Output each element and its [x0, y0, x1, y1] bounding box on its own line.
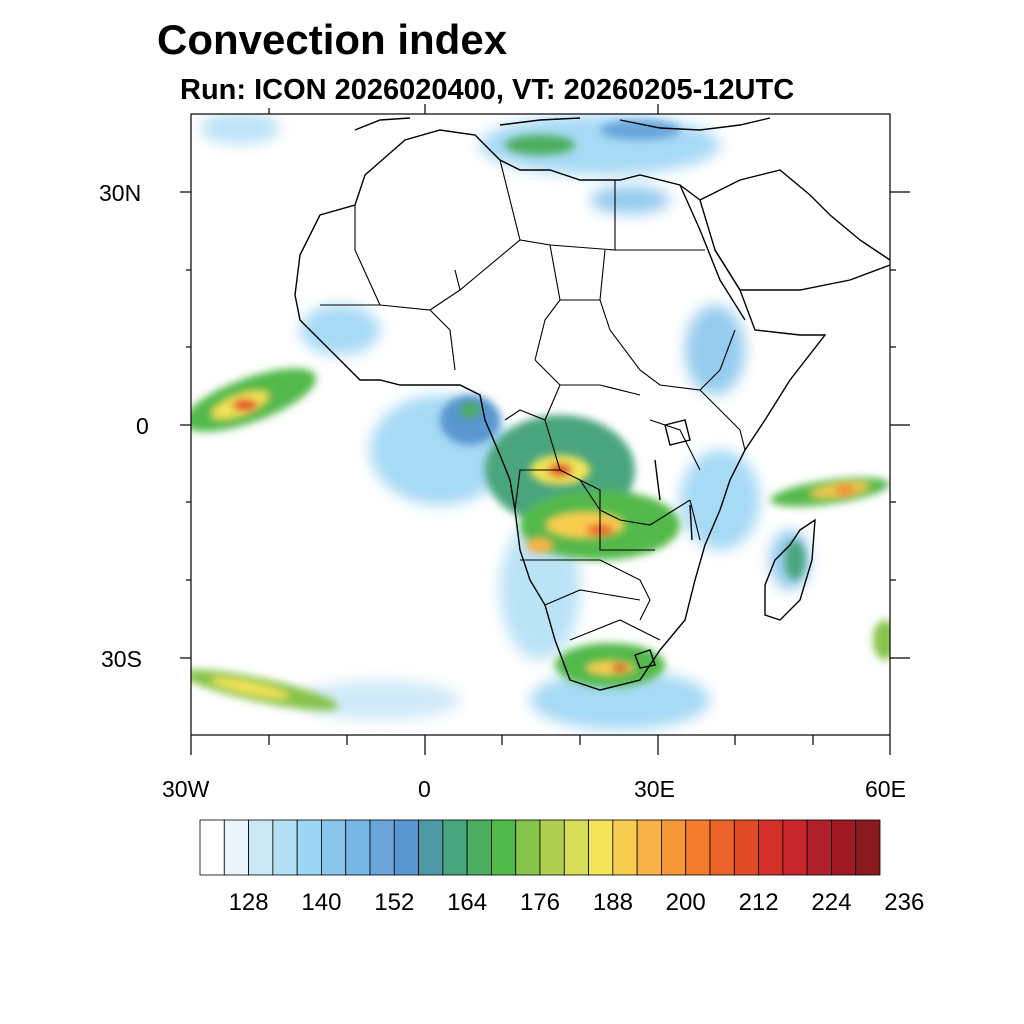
- colorbar-box-21: [709, 819, 735, 876]
- area-aegean: [600, 120, 680, 140]
- colorbar-box-1: [223, 819, 249, 876]
- colorbar-box-8: [393, 819, 419, 876]
- colorbar-box-11: [466, 819, 492, 876]
- coastlines-and-borders: [294, 117, 890, 691]
- core-south-africa: [585, 660, 635, 676]
- colorbar-box-14: [539, 819, 565, 876]
- map-subtitle: Run: ICON 2026020400, VT: 20260205-12UTC: [180, 74, 795, 106]
- colorbar-box-10: [442, 819, 468, 876]
- core-gabon: [460, 402, 480, 418]
- lake-victoria: [664, 419, 691, 446]
- colorbar-box-20: [685, 819, 711, 876]
- colorbar-box-6: [345, 819, 371, 876]
- colorbar-box-25: [806, 819, 832, 876]
- colorbar-box-19: [661, 819, 687, 876]
- colorbar-label-152: 152: [374, 889, 415, 916]
- colorbar-label-128: 128: [228, 889, 269, 916]
- cell-southwest-ocean: [300, 680, 460, 720]
- colorbar-label-188: 188: [592, 889, 633, 916]
- core-indian-orange: [835, 486, 855, 494]
- lon-label-0: 0: [418, 776, 431, 802]
- core-angola-orange: [526, 537, 554, 553]
- area-madagascar: [785, 540, 805, 580]
- lon-label-30w: 30W: [162, 776, 210, 802]
- cell-egypt: [590, 186, 670, 214]
- lon-label-60e: 60E: [865, 776, 906, 802]
- map-title: Convection index: [157, 16, 508, 63]
- cell-southern-ocean: [530, 670, 710, 730]
- colorbar-box-13: [515, 819, 541, 876]
- colorbar-box-27: [855, 819, 881, 876]
- colorbar-label-236: 236: [884, 889, 925, 916]
- colorbar-box-15: [563, 819, 589, 876]
- colorbar-box-7: [369, 819, 395, 876]
- colorbar-box-16: [588, 819, 614, 876]
- cell-ethiopia: [685, 305, 745, 395]
- madagascar-coastline: [764, 518, 816, 621]
- convection-field: [191, 114, 890, 730]
- europe-coastline: [354, 117, 771, 131]
- lat-ticks: [180, 191, 910, 659]
- core-atlantic-red: [233, 400, 257, 410]
- red-sea: [679, 184, 746, 321]
- core-south-africa-red: [612, 664, 628, 672]
- cell-east-africa: [680, 450, 760, 550]
- colorbar: [199, 819, 881, 876]
- lake-tanganyika: [654, 459, 661, 501]
- colorbar-label-164: 164: [447, 889, 488, 916]
- colorbar-label-200: 200: [665, 889, 706, 916]
- arabia-coastline: [699, 169, 890, 291]
- colorbar-box-17: [612, 819, 638, 876]
- core-zambia-yellow: [545, 511, 625, 539]
- lesotho: [634, 649, 656, 669]
- lon-ticks: [190, 104, 891, 755]
- colorbar-box-9: [418, 819, 444, 876]
- colorbar-box-5: [321, 819, 347, 876]
- lake-malawi: [689, 504, 693, 541]
- convection-low: [200, 114, 810, 730]
- colorbar-box-12: [491, 819, 517, 876]
- cell-west-africa: [300, 305, 380, 355]
- colorbar-box-2: [248, 819, 274, 876]
- colorbar-box-26: [831, 819, 857, 876]
- colorbar-box-24: [782, 819, 808, 876]
- colorbar-label-212: 212: [738, 889, 779, 916]
- cell-north-atlantic: [200, 114, 280, 144]
- country-borders: [320, 159, 746, 641]
- area-gabon: [440, 395, 500, 445]
- area-mediterranean-green: [505, 135, 575, 155]
- colorbar-box-4: [296, 819, 322, 876]
- area-east-rim: [873, 620, 890, 660]
- colorbar-label-176: 176: [519, 889, 561, 916]
- colorbar-label-140: 140: [301, 889, 342, 916]
- colorbar-box-0: [199, 819, 225, 876]
- lat-label-30n: 30N: [99, 180, 142, 206]
- colorbar-label-224: 224: [811, 889, 852, 916]
- lat-label-0: 0: [136, 413, 149, 439]
- colorbar-box-3: [272, 819, 298, 876]
- lon-label-30e: 30E: [634, 776, 675, 802]
- colorbar-box-22: [733, 819, 759, 876]
- lat-label-30s: 30S: [101, 646, 142, 672]
- band-south-atlantic-inner: [210, 677, 290, 699]
- colorbar-box-23: [758, 819, 784, 876]
- africa-coastline: [294, 129, 827, 691]
- colorbar-box-18: [636, 819, 662, 876]
